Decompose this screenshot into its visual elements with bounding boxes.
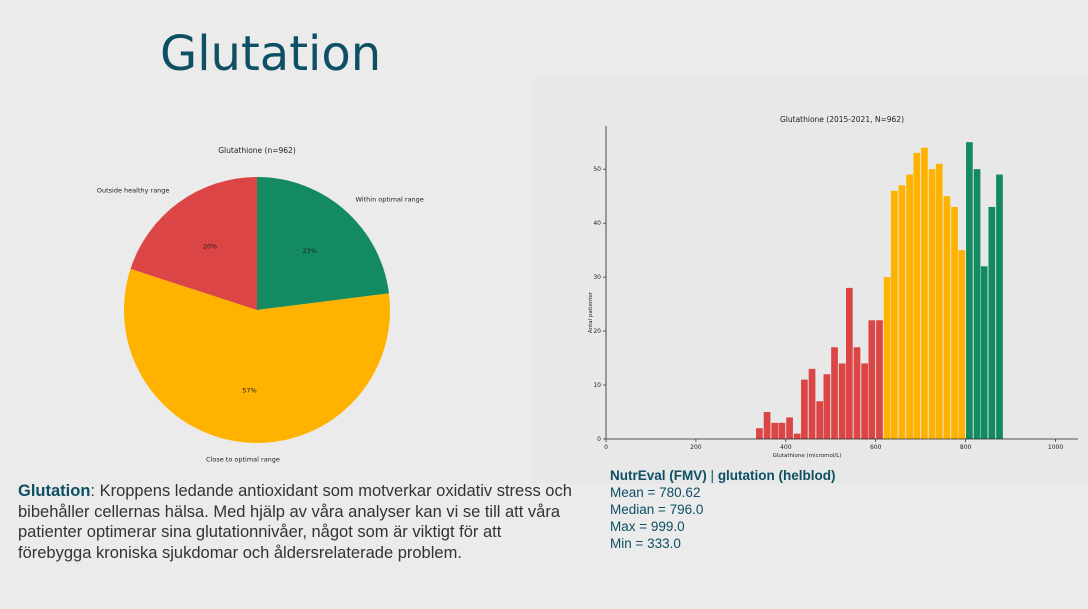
histogram-bar-4	[786, 417, 793, 439]
pie-slice-2	[130, 177, 257, 310]
histogram-bar-22	[921, 147, 928, 439]
histogram-bar-12	[845, 287, 853, 439]
stats-mean: Mean = 780.62	[610, 485, 701, 500]
y-tick-label-1: 10	[593, 382, 601, 389]
histogram-bar-31	[988, 206, 996, 439]
histogram-bar-0	[756, 428, 763, 439]
stats-median: Median = 796.0	[610, 502, 704, 517]
histogram-bar-30	[980, 266, 988, 439]
histogram-bar-2	[771, 422, 779, 439]
histogram-bar-17	[883, 277, 891, 439]
histogram-bar-15	[868, 320, 876, 439]
histogram-chart: Glutathione (2015-2021, N=962)0 200 400 600…	[588, 115, 1078, 459]
stats-analyte: glutation (helblod)	[717, 468, 836, 483]
histogram-bar-3	[778, 422, 786, 439]
histogram-bar-1	[763, 412, 771, 439]
x-tick-label-0: 0	[604, 444, 608, 451]
x-tick-label-2: 400	[780, 444, 792, 451]
pie-slice-label-0: Within optimal range	[356, 195, 424, 203]
y-tick-label-3: 30	[593, 274, 601, 281]
description: Glutation: Kroppens ledande antioxidant …	[18, 481, 578, 563]
histogram-bar-23	[928, 169, 936, 439]
histogram-bar-25	[943, 196, 951, 439]
histogram-bar-21	[913, 152, 921, 439]
x-tick-label-3: 600	[870, 444, 882, 451]
histogram-bar-9	[823, 374, 831, 439]
pie-slice-label-2: Outside healthy range	[97, 186, 170, 194]
histogram-bar-19	[898, 185, 906, 439]
x-tick-label-5: 1000	[1048, 444, 1063, 451]
description-text: : Kroppens ledande antioxidant som motve…	[18, 482, 572, 562]
histogram-bar-14	[861, 363, 868, 439]
stats-min: Min = 333.0	[610, 536, 681, 551]
histogram-bar-13	[853, 347, 861, 439]
stats-separator: |	[710, 468, 715, 483]
histogram-bar-5	[793, 433, 801, 439]
histogram-bar-32	[996, 174, 1003, 439]
pie-slice-label-1: Close to optimal range	[206, 455, 280, 463]
histogram-bar-20	[906, 174, 913, 439]
y-tick-label-0: 0	[597, 436, 601, 443]
x-tick-label-1: 200	[690, 444, 702, 451]
pie-pct-label-1: 57%	[242, 386, 256, 394]
histogram-bar-8	[816, 401, 824, 439]
histogram-bar-29	[973, 169, 981, 439]
histogram-bar-6	[801, 379, 808, 439]
page-title: Glutation	[160, 26, 382, 82]
histogram-bar-24	[935, 163, 943, 439]
histogram-bar-10	[831, 347, 838, 439]
histogram-panel: Glutathione (2015-2021, N=962) 0 200 400 600…	[533, 78, 1088, 484]
pie-pct-label-2: 20%	[203, 242, 217, 250]
histogram-bar-7	[808, 368, 816, 439]
x-axis-label: Glutathione (micromol/L)	[773, 453, 842, 459]
pie-chart: Glutathione (n=962) 23% Within optimal ran…	[97, 146, 424, 463]
histogram-title: Glutathione (2015-2021, N=962)	[780, 115, 904, 124]
y-axis-label: Antal patienter	[588, 291, 594, 333]
y-tick-label-2: 20	[593, 328, 601, 335]
pie-slice-1	[124, 268, 391, 443]
stats-block: NutrEval (FMV) | glutation (helblod) Mea…	[610, 467, 836, 552]
pie-slice-0	[257, 177, 389, 310]
stats-heading: NutrEval (FMV) | glutation (helblod)	[610, 467, 836, 484]
stats-max: Max = 999.0	[610, 519, 685, 534]
y-tick-label-4: 40	[593, 220, 601, 227]
histogram-bar-16	[876, 320, 883, 439]
histogram-bar-27	[958, 250, 966, 439]
histogram-bar-26	[951, 206, 958, 439]
histogram-bar-28	[966, 142, 973, 440]
description-term: Glutation	[18, 482, 91, 500]
x-tick-label-4: 800	[960, 444, 972, 451]
pie-pct-label-0: 23%	[303, 247, 317, 255]
stats-test: NutrEval (FMV)	[610, 468, 707, 483]
histogram-bar-18	[890, 190, 898, 439]
pie-title: Glutathione (n=962)	[218, 146, 296, 155]
y-tick-label-5: 50	[593, 166, 601, 173]
histogram-bar-11	[838, 363, 846, 439]
